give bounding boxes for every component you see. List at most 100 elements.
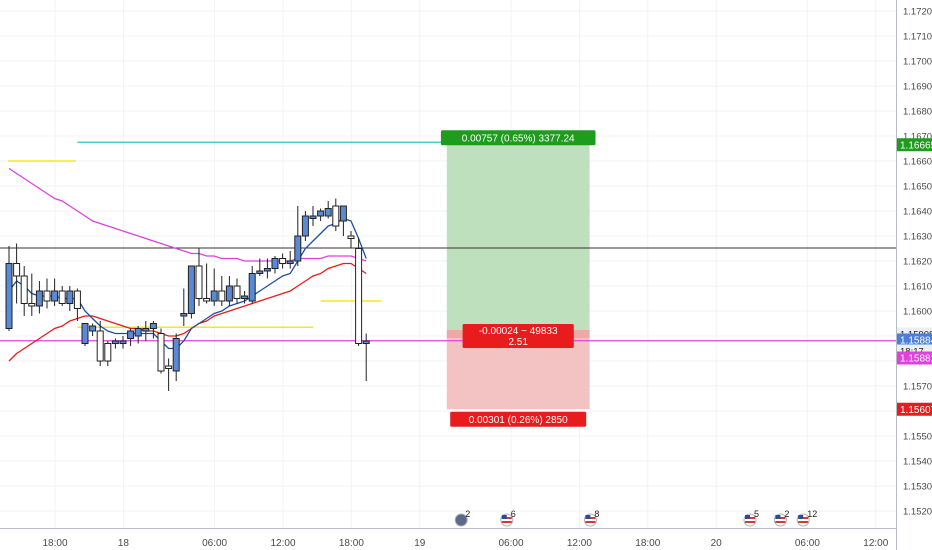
y-tick-label: 1.16500 <box>903 182 932 193</box>
candle[interactable] <box>271 256 279 274</box>
candle[interactable] <box>104 341 112 366</box>
candle[interactable] <box>157 328 165 374</box>
candle[interactable] <box>301 211 309 241</box>
ma-red-line <box>8 262 367 362</box>
candle[interactable] <box>51 278 59 307</box>
us-event-flag-icon[interactable]: 6 <box>500 509 516 527</box>
candle[interactable] <box>332 198 340 232</box>
candle-body <box>195 265 203 299</box>
y-tick-label: 1.16100 <box>903 282 932 293</box>
price-tag: 1.15884 <box>897 333 932 347</box>
economic-events[interactable]: 2 6 8 5 2 12 <box>454 509 817 527</box>
candle[interactable] <box>241 291 249 304</box>
stop-label-text: 0.00301 (0.26%) 2850 <box>469 415 568 426</box>
candle[interactable] <box>339 205 347 236</box>
candle-body <box>225 285 233 302</box>
y-tick-label: 1.16200 <box>903 257 932 268</box>
event-icon[interactable]: 2 <box>454 509 470 527</box>
candle-body <box>43 290 51 302</box>
candle[interactable] <box>20 266 28 316</box>
candle[interactable] <box>5 246 13 331</box>
candle-body <box>35 290 43 307</box>
risk-reward-label-bg <box>462 324 574 348</box>
candle[interactable] <box>309 206 317 226</box>
globe-circle <box>454 513 468 527</box>
candle[interactable] <box>73 288 81 322</box>
price-tag-text: 1.15607 <box>900 405 932 416</box>
us-event-flag-icon[interactable]: 2 <box>773 509 789 527</box>
candle[interactable] <box>233 278 241 304</box>
position-zones <box>446 144 590 410</box>
candle[interactable] <box>187 265 195 319</box>
x-tick-label: 18 <box>118 538 130 549</box>
x-tick-label: 19 <box>414 538 426 549</box>
candle[interactable] <box>81 323 89 347</box>
candles[interactable] <box>5 198 370 392</box>
x-tick-label: 06:00 <box>202 538 227 549</box>
candle[interactable] <box>324 201 332 219</box>
candle[interactable] <box>35 281 43 314</box>
candle[interactable] <box>218 276 226 306</box>
candle[interactable] <box>58 286 66 306</box>
candle-body <box>149 323 157 329</box>
candle-body <box>256 270 264 274</box>
us-event-flag-icon[interactable]: 12 <box>796 509 817 527</box>
y-tick-label: 1.16800 <box>903 107 932 118</box>
candle-body <box>5 263 13 329</box>
target-label-text: 0.00757 (0.65%) 3377.24 <box>462 133 575 144</box>
candle[interactable] <box>279 253 287 269</box>
candle[interactable] <box>127 328 135 347</box>
stop-label: 0.00301 (0.26%) 2850 <box>450 411 587 427</box>
candle[interactable] <box>180 288 188 327</box>
candle-body <box>301 215 309 237</box>
candle[interactable] <box>96 321 104 366</box>
y-tick-label: 1.15200 <box>903 507 932 518</box>
candle[interactable] <box>119 336 127 349</box>
candle-body <box>279 258 287 264</box>
price-tag-text: 1.16665 <box>900 140 932 151</box>
candle[interactable] <box>195 248 203 307</box>
candle[interactable] <box>142 321 150 341</box>
candle[interactable] <box>225 276 233 306</box>
flag-canton <box>585 515 591 519</box>
candle[interactable] <box>256 258 264 277</box>
candle[interactable] <box>28 273 36 317</box>
candle[interactable] <box>210 268 218 307</box>
flag-stripe <box>745 521 755 523</box>
candle[interactable] <box>203 263 211 304</box>
candle[interactable] <box>294 206 302 266</box>
stop-label-bg <box>450 411 587 427</box>
candle[interactable] <box>111 338 119 349</box>
y-tick-label: 1.16900 <box>903 82 932 93</box>
candle[interactable] <box>165 358 173 392</box>
candle[interactable] <box>263 258 271 279</box>
candle[interactable] <box>13 243 21 304</box>
candle[interactable] <box>286 251 294 269</box>
candle-body <box>271 258 279 269</box>
candle-body <box>233 285 241 299</box>
candle[interactable] <box>355 238 363 347</box>
candle[interactable] <box>89 323 97 337</box>
us-event-flag-icon[interactable]: 8 <box>583 509 599 527</box>
candle-body <box>20 275 28 304</box>
target-label-bg <box>440 130 596 146</box>
candle[interactable] <box>43 278 51 309</box>
candle[interactable] <box>149 321 157 339</box>
candle[interactable] <box>347 231 355 249</box>
candle[interactable] <box>248 266 256 304</box>
y-tick-label: 1.16300 <box>903 232 932 243</box>
candle-body <box>134 328 142 337</box>
candle-body <box>81 323 89 344</box>
candle-body <box>210 290 218 302</box>
candle[interactable] <box>134 326 142 344</box>
candle[interactable] <box>362 333 370 382</box>
x-tick-label: 06:00 <box>795 538 820 549</box>
candle[interactable] <box>317 208 325 222</box>
candle[interactable] <box>172 333 180 382</box>
candle[interactable] <box>66 286 74 311</box>
us-event-flag-icon[interactable]: 5 <box>743 509 759 527</box>
